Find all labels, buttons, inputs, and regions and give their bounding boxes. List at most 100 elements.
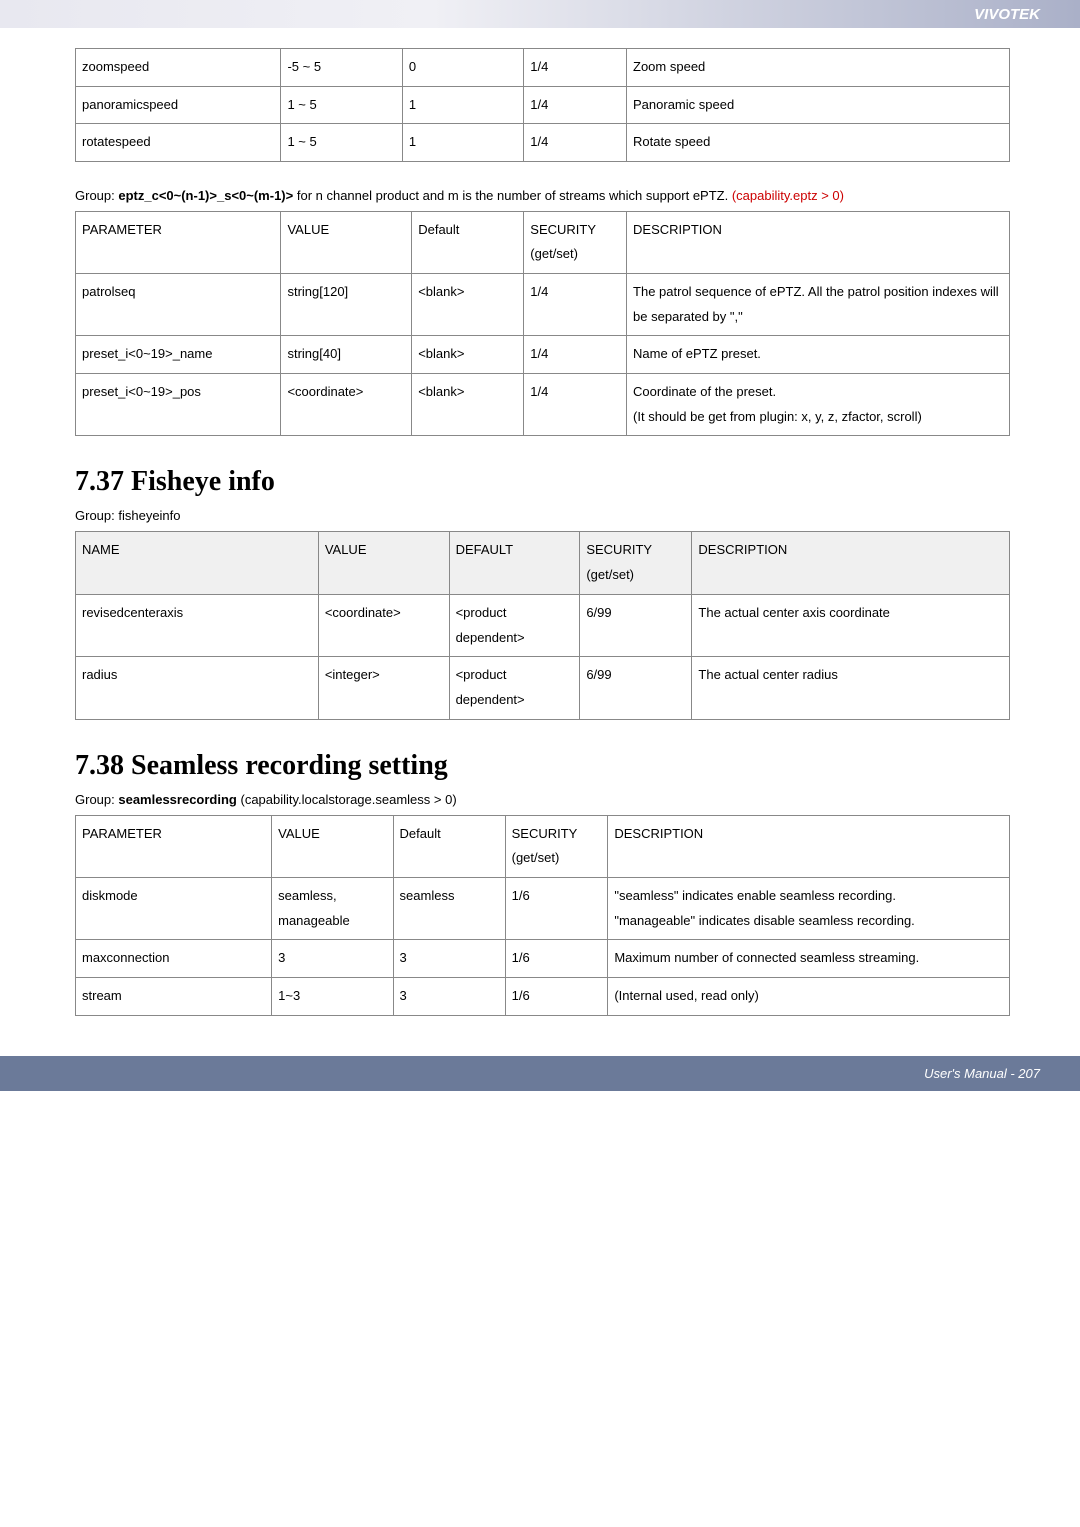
group-cond: (capability.localstorage.seamless > 0) <box>237 792 457 807</box>
cell-security: 1/6 <box>505 940 608 978</box>
header-default: Default <box>412 211 524 273</box>
table-row: patrolseq string[120] <blank> 1/4 The pa… <box>76 274 1010 336</box>
cell-desc: Panoramic speed <box>627 86 1010 124</box>
cell-default: <productdependent> <box>449 594 580 656</box>
cell-security: 1/4 <box>524 374 627 436</box>
header-param: PARAMETER <box>76 815 272 877</box>
table-row: diskmode seamless,manageable seamless 1/… <box>76 877 1010 939</box>
cell-security: 1/4 <box>524 86 627 124</box>
cell-value: 1 ~ 5 <box>281 86 402 124</box>
cell-security: 1/4 <box>524 124 627 162</box>
cell-value: <integer> <box>318 657 449 719</box>
header-value: VALUE <box>281 211 412 273</box>
header-param: PARAMETER <box>76 211 281 273</box>
brand-logo: VIVOTEK <box>974 6 1040 23</box>
table-row: revisedcenteraxis <coordinate> <productd… <box>76 594 1010 656</box>
header-desc: DESCRIPTION <box>608 815 1010 877</box>
cell-param: preset_i<0~19>_name <box>76 336 281 374</box>
table-row: panoramicspeed 1 ~ 5 1 1/4 Panoramic spe… <box>76 86 1010 124</box>
footer: User's Manual - 207 <box>0 1056 1080 1091</box>
cell-name: revisedcenteraxis <box>76 594 319 656</box>
fisheye-table: NAME VALUE DEFAULT SECURITY(get/set) DES… <box>75 531 1010 719</box>
table-header-row: NAME VALUE DEFAULT SECURITY(get/set) DES… <box>76 532 1010 594</box>
cell-default: 1 <box>402 124 523 162</box>
eptz-table: PARAMETER VALUE Default SECURITY(get/set… <box>75 211 1010 437</box>
cell-desc: Zoom speed <box>627 49 1010 87</box>
group-description: Group: eptz_c<0~(n-1)>_s<0~(m-1)> for n … <box>75 182 1010 211</box>
cell-param: stream <box>76 978 272 1016</box>
table-row: radius <integer> <productdependent> 6/99… <box>76 657 1010 719</box>
cell-desc: The patrol sequence of ePTZ. All the pat… <box>627 274 1010 336</box>
cell-security: 1/6 <box>505 877 608 939</box>
cell-default: <blank> <box>412 374 524 436</box>
header-desc: DESCRIPTION <box>692 532 1010 594</box>
section-title-737: 7.37 Fisheye info <box>75 466 1010 498</box>
group-mid: for n channel product and m is the numbe… <box>293 188 732 203</box>
header-bar: VIVOTEK <box>0 0 1080 28</box>
cell-security: 6/99 <box>580 657 692 719</box>
cell-value: 3 <box>272 940 393 978</box>
group-line-738: Group: seamlessrecording (capability.loc… <box>75 792 1010 807</box>
footer-text: User's Manual - 207 <box>924 1066 1040 1081</box>
group-code: eptz_c<0~(n-1)>_s<0~(m-1)> <box>118 188 293 203</box>
cell-default: 1 <box>402 86 523 124</box>
header-default: DEFAULT <box>449 532 580 594</box>
page-content: zoomspeed -5 ~ 5 0 1/4 Zoom speed panora… <box>0 28 1080 1016</box>
table-row: stream 1~3 3 1/6 (Internal used, read on… <box>76 978 1010 1016</box>
cell-desc: The actual center axis coordinate <box>692 594 1010 656</box>
header-security: SECURITY(get/set) <box>505 815 608 877</box>
cell-value: -5 ~ 5 <box>281 49 402 87</box>
group-code: seamlessrecording <box>118 792 237 807</box>
cell-desc: "seamless" indicates enable seamless rec… <box>608 877 1010 939</box>
header-value: VALUE <box>318 532 449 594</box>
group-line-737: Group: fisheyeinfo <box>75 508 1010 523</box>
cell-value: 1 ~ 5 <box>281 124 402 162</box>
cell-default: seamless <box>393 877 505 939</box>
cell-default: <productdependent> <box>449 657 580 719</box>
cell-desc: The actual center radius <box>692 657 1010 719</box>
header-security: SECURITY(get/set) <box>580 532 692 594</box>
cell-default: 3 <box>393 940 505 978</box>
header-name: NAME <box>76 532 319 594</box>
section-title-738: 7.38 Seamless recording setting <box>75 750 1010 782</box>
cell-param: maxconnection <box>76 940 272 978</box>
cell-param: panoramicspeed <box>76 86 281 124</box>
cell-value: string[40] <box>281 336 412 374</box>
cell-desc: (Internal used, read only) <box>608 978 1010 1016</box>
header-desc: DESCRIPTION <box>627 211 1010 273</box>
cell-value: <coordinate> <box>281 374 412 436</box>
cell-default: 3 <box>393 978 505 1016</box>
table-row: rotatespeed 1 ~ 5 1 1/4 Rotate speed <box>76 124 1010 162</box>
table-row: maxconnection 3 3 1/6 Maximum number of … <box>76 940 1010 978</box>
table-row: zoomspeed -5 ~ 5 0 1/4 Zoom speed <box>76 49 1010 87</box>
cell-param: zoomspeed <box>76 49 281 87</box>
cell-param: diskmode <box>76 877 272 939</box>
group-prefix: Group: <box>75 792 118 807</box>
header-value: VALUE <box>272 815 393 877</box>
cell-default: <blank> <box>412 336 524 374</box>
cell-value: 1~3 <box>272 978 393 1016</box>
group-prefix: Group: <box>75 188 118 203</box>
cell-value: seamless,manageable <box>272 877 393 939</box>
cell-value: string[120] <box>281 274 412 336</box>
table-row: preset_i<0~19>_pos <coordinate> <blank> … <box>76 374 1010 436</box>
cell-security: 1/6 <box>505 978 608 1016</box>
cell-desc: Rotate speed <box>627 124 1010 162</box>
cell-security: 1/4 <box>524 274 627 336</box>
cell-default: <blank> <box>412 274 524 336</box>
header-security: SECURITY(get/set) <box>524 211 627 273</box>
seamless-table: PARAMETER VALUE Default SECURITY(get/set… <box>75 815 1010 1016</box>
table-header-row: PARAMETER VALUE Default SECURITY(get/set… <box>76 211 1010 273</box>
header-default: Default <box>393 815 505 877</box>
cell-default: 0 <box>402 49 523 87</box>
cell-value: <coordinate> <box>318 594 449 656</box>
cell-security: 1/4 <box>524 336 627 374</box>
cell-desc: Coordinate of the preset.(It should be g… <box>627 374 1010 436</box>
cell-security: 6/99 <box>580 594 692 656</box>
cell-name: radius <box>76 657 319 719</box>
cell-desc: Name of ePTZ preset. <box>627 336 1010 374</box>
group-condition: (capability.eptz > 0) <box>732 188 844 203</box>
cell-security: 1/4 <box>524 49 627 87</box>
table-row: preset_i<0~19>_name string[40] <blank> 1… <box>76 336 1010 374</box>
cell-desc: Maximum number of connected seamless str… <box>608 940 1010 978</box>
